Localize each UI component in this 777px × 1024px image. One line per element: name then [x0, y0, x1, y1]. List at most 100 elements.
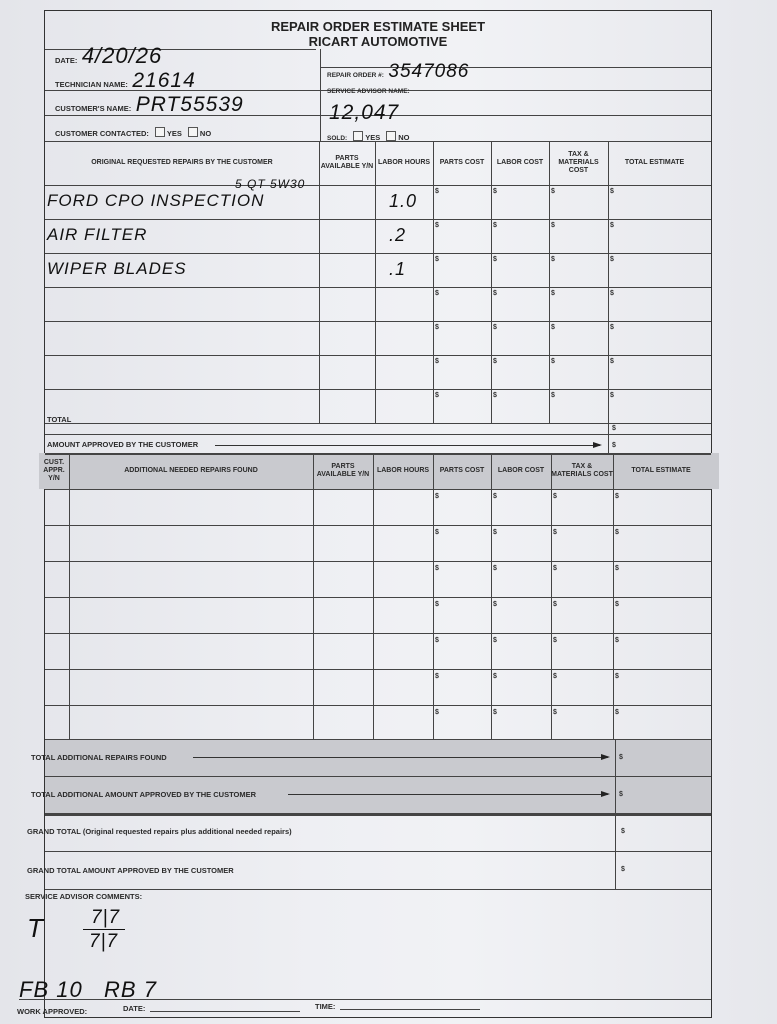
header-shading	[39, 453, 719, 489]
technician-field: TECHNICIAN NAME: 21614	[55, 69, 196, 93]
currency-sign: $	[553, 565, 557, 572]
total-divider	[608, 423, 609, 459]
column-header: PARTS COST	[439, 467, 485, 474]
total-additional-approved-dollar: $	[619, 791, 623, 798]
no-label: NO	[199, 129, 212, 138]
grand-total-dollar: $	[621, 828, 625, 835]
technician-label: TECHNICIAN NAME:	[55, 80, 128, 89]
currency-sign: $	[610, 358, 614, 365]
currency-sign: $	[610, 222, 614, 229]
currency-sign: $	[615, 637, 619, 644]
currency-sign: $	[615, 493, 619, 500]
time-line[interactable]	[340, 1009, 480, 1010]
labor-hours[interactable]: .2	[389, 225, 407, 245]
table-row: $ $ $ $	[45, 355, 701, 389]
column-header: TOTAL ESTIMATE	[631, 467, 691, 474]
currency-sign: $	[435, 358, 439, 365]
column-divider	[613, 453, 614, 741]
currency-sign: $	[493, 324, 497, 331]
comments-label: SERVICE ADVISOR COMMENTS:	[25, 892, 143, 901]
currency-sign: $	[493, 290, 497, 297]
currency-sign: $	[551, 256, 555, 263]
currency-sign: $	[435, 188, 439, 195]
work-approved-label: WORK APPROVED:	[17, 1007, 88, 1016]
currency-sign: $	[615, 673, 619, 680]
row-divider	[45, 253, 711, 254]
repair-order-label: REPAIR ORDER #:	[327, 72, 384, 79]
oil-note: 5 QT 5W30	[235, 177, 306, 191]
currency-sign: $	[435, 493, 439, 500]
currency-sign: $	[435, 673, 439, 680]
approved-dollar: $	[612, 442, 616, 449]
table-row: $ $ $ $	[39, 633, 709, 669]
no-label: NO	[398, 133, 410, 142]
currency-sign: $	[610, 256, 614, 263]
column-header: TAX & MATERIALS COST	[551, 463, 613, 478]
currency-sign: $	[493, 188, 497, 195]
row-divider	[45, 705, 711, 706]
column-header: TOTAL ESTIMATE	[624, 159, 685, 166]
column-header: LABOR HOURS	[377, 159, 431, 166]
currency-sign: $	[615, 709, 619, 716]
currency-sign: $	[435, 565, 439, 572]
currency-sign: $	[435, 709, 439, 716]
column-divider	[313, 453, 314, 741]
currency-sign: $	[551, 324, 555, 331]
currency-sign: $	[493, 673, 497, 680]
form-title: REPAIR ORDER ESTIMATE SHEET	[270, 19, 486, 34]
comment-t: T	[27, 913, 44, 943]
customer-field: CUSTOMER'S NAME: PRT55539	[55, 93, 244, 117]
technician-value: 21614	[132, 69, 196, 92]
repair-description[interactable]: AIR FILTER	[47, 225, 148, 244]
column-header: CUST. APPR. Y/N	[43, 459, 65, 482]
currency-sign: $	[551, 222, 555, 229]
column-header: ORIGINAL REQUESTED REPAIRS BY THE CUSTOM…	[91, 159, 273, 166]
date-label: DATE:	[55, 56, 78, 65]
table-row: $ $ $ $	[39, 705, 709, 741]
customer-contacted: CUSTOMER CONTACTED: YES NO	[55, 123, 211, 141]
table-row: $ $ $ $	[39, 669, 709, 705]
currency-sign: $	[553, 493, 557, 500]
currency-sign: $	[615, 529, 619, 536]
labor-hours[interactable]: .1	[389, 259, 407, 279]
row-divider	[45, 597, 711, 598]
row-divider	[45, 287, 711, 288]
date-field: DATE: 4/20/26	[55, 43, 162, 69]
time-label: TIME:	[315, 1002, 336, 1011]
table-row: $ $ $ $	[39, 525, 709, 561]
contacted-yes-checkbox[interactable]	[154, 126, 165, 137]
date-line[interactable]	[150, 1011, 300, 1012]
header-divider	[45, 185, 711, 186]
sold-field: SOLD: YES NO	[327, 127, 410, 145]
sold-yes-checkbox[interactable]	[353, 130, 364, 141]
table-row: $ $ $ $	[45, 321, 701, 355]
repair-description[interactable]: WIPER BLADES	[47, 259, 187, 278]
currency-sign: $	[553, 709, 557, 716]
column-header: LABOR COST	[496, 159, 544, 166]
sold-no-checkbox[interactable]	[386, 130, 397, 141]
total-additional-label: TOTAL ADDITIONAL REPAIRS FOUND	[31, 753, 167, 762]
currency-sign: $	[493, 392, 497, 399]
currency-sign: $	[493, 493, 497, 500]
row-divider	[45, 561, 711, 562]
repair-description[interactable]: FORD CPO INSPECTION	[47, 191, 265, 210]
amount-approved-label: AMOUNT APPROVED BY THE CUSTOMER	[47, 440, 199, 449]
column-divider	[373, 453, 374, 741]
currency-sign: $	[610, 392, 614, 399]
labor-hours[interactable]: 1.0	[389, 191, 418, 211]
column-divider	[319, 141, 320, 423]
currency-sign: $	[493, 529, 497, 536]
contacted-no-checkbox[interactable]	[187, 126, 198, 137]
currency-sign: $	[551, 188, 555, 195]
comment-fraction-bottom: 7|7	[89, 931, 119, 952]
table-row: AIR FILTER .2 $ $ $ $	[45, 219, 701, 253]
column-header: PARTS AVAILABLE Y/N	[320, 155, 374, 170]
repair-order-field: REPAIR ORDER #: 3547086	[327, 61, 469, 83]
column-header: LABOR HOURS	[376, 467, 430, 474]
total-label: TOTAL	[47, 415, 72, 424]
comment-fraction-top: 7|7	[91, 907, 121, 928]
row-divider	[45, 423, 711, 424]
grand-approved-dollar: $	[621, 866, 625, 873]
row-divider	[45, 219, 711, 220]
